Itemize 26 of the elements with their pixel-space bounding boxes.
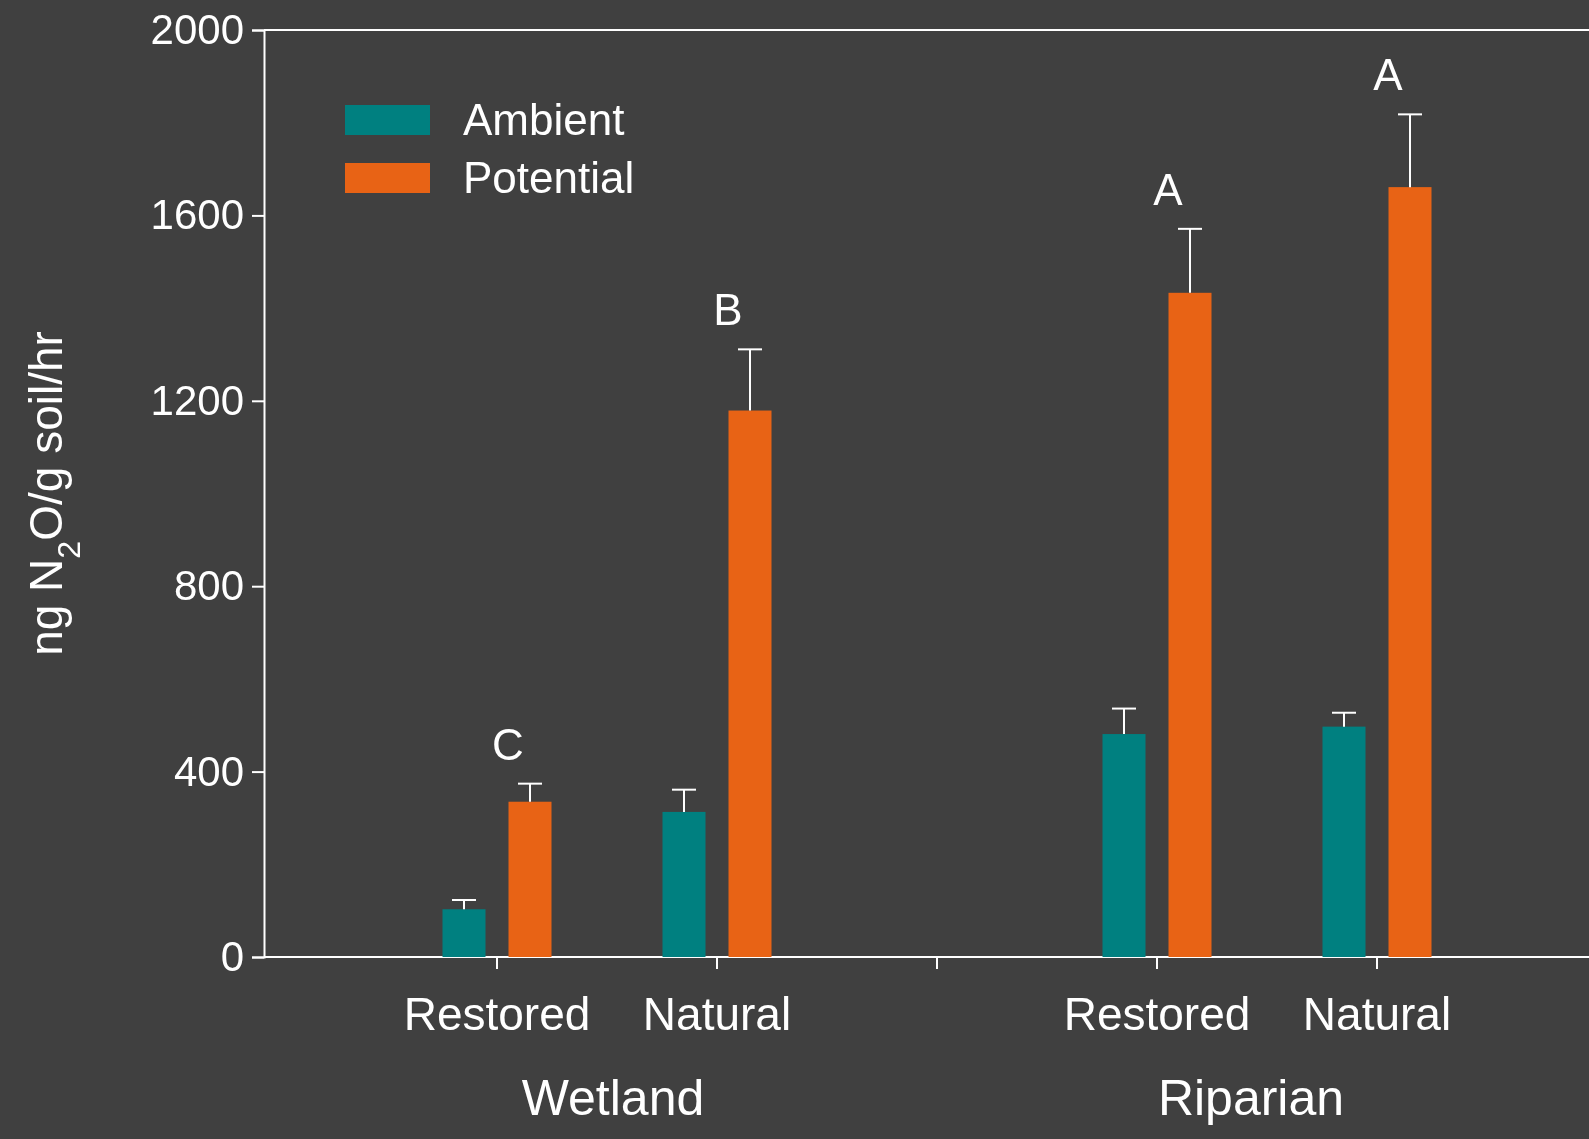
legend-label: Potential bbox=[463, 153, 635, 202]
bar bbox=[1168, 292, 1212, 957]
y-tick-label: 1200 bbox=[150, 376, 244, 424]
data-label: C bbox=[492, 719, 524, 769]
x-tick-label: Restored bbox=[403, 987, 591, 1040]
data-label: A bbox=[1373, 50, 1404, 100]
bar bbox=[728, 410, 772, 957]
bar bbox=[508, 801, 552, 957]
x-tick-label: Natural bbox=[1302, 987, 1452, 1040]
x-tick-label: Natural bbox=[642, 987, 792, 1040]
bar bbox=[1102, 734, 1146, 957]
bar bbox=[662, 811, 706, 957]
x-tick-label: Restored bbox=[1063, 987, 1251, 1040]
y-tick-label: 0 bbox=[220, 932, 244, 980]
data-label: B bbox=[713, 285, 743, 335]
bar bbox=[1322, 726, 1366, 957]
y-tick-label: 800 bbox=[173, 562, 244, 610]
y-tick-label: 400 bbox=[173, 747, 244, 795]
bar bbox=[442, 909, 486, 957]
y-tick-label: 1600 bbox=[150, 191, 244, 239]
data-label: A bbox=[1153, 164, 1184, 214]
text: Wetland bbox=[521, 1070, 705, 1126]
text: Riparian bbox=[1157, 1070, 1345, 1126]
y-tick-label: 2000 bbox=[150, 5, 244, 53]
bar bbox=[1388, 187, 1432, 957]
legend-label: Ambient bbox=[463, 95, 625, 144]
